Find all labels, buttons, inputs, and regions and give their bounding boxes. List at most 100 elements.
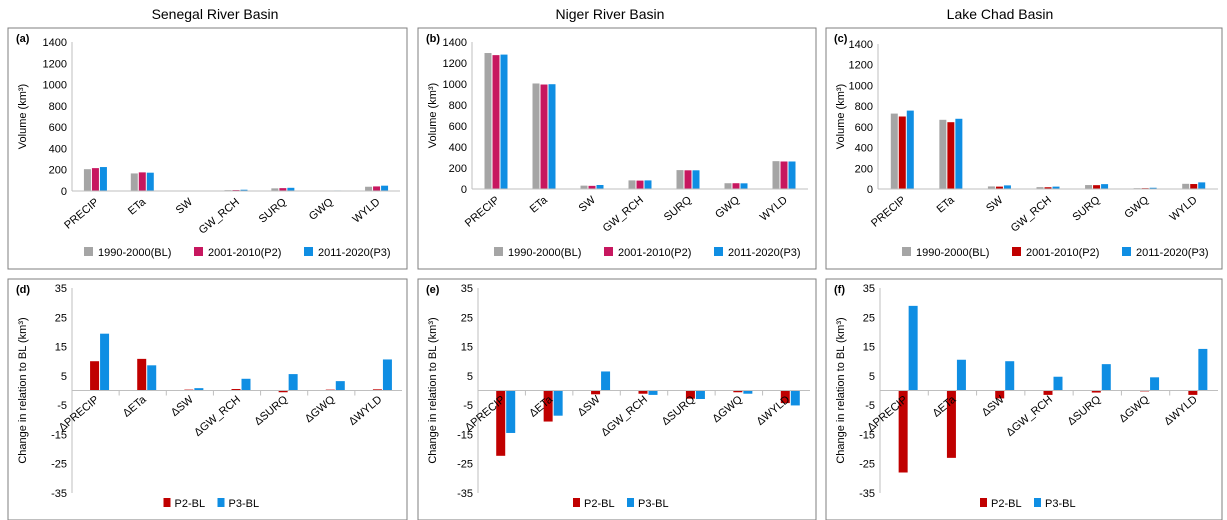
panel-f-ytick-label: -25 (859, 459, 875, 471)
panel-f-ytick-label: -35 (859, 488, 875, 500)
panel-e-bar (695, 390, 705, 399)
panel-e-bar (543, 390, 553, 422)
panel-b-ytick-label: 600 (449, 121, 467, 133)
panel-c-ytick-label: 600 (855, 122, 873, 134)
panel-b-ytick-label: 1000 (443, 79, 467, 91)
panel-f-legend-swatch (1034, 498, 1041, 507)
panel-f-bar (1101, 364, 1111, 391)
panel-c-legend-label: 2011-2020(P3) (1136, 247, 1209, 259)
panel-f-legend-label: P3-BL (1045, 498, 1076, 510)
panel-c-bar (947, 122, 955, 189)
panel-a-ytick-label: 200 (49, 165, 67, 177)
panel-b-bar (628, 180, 636, 189)
panel-f-bar (1188, 390, 1198, 395)
panel-b-bar (636, 180, 644, 189)
panel-d-ylabel: Change in relation to BL (km³) (17, 317, 29, 463)
panel-b-bar (772, 161, 780, 189)
panel-a-bar (373, 186, 381, 191)
panel-d-bar (90, 361, 100, 391)
panel-d-ytick-label: -5 (57, 400, 67, 412)
panel-a-ylabel: Volume (km³) (17, 84, 29, 149)
panel-d-ytick-label: -15 (51, 429, 67, 441)
panel-f-bar (995, 390, 1005, 399)
panel-c-ytick-label: 400 (855, 143, 873, 155)
panel-a-bar (279, 188, 287, 191)
panel-a-legend-label: 2001-2010(P2) (208, 247, 281, 259)
panel-c-bar (995, 186, 1003, 189)
panel-a-ytick-label: 0 (61, 186, 67, 198)
panel-d-ytick-label: -35 (51, 488, 67, 500)
panel-a-bar (381, 185, 389, 191)
panel-a-bar (138, 172, 146, 191)
panel-c-bar (898, 116, 906, 189)
panel-f-ytick-label: 25 (863, 312, 875, 324)
panel-c-bar (1149, 187, 1157, 189)
panel-e-bar (780, 390, 790, 404)
panel-b-bar (780, 161, 788, 189)
panel-b-bar (532, 83, 540, 189)
panel-d-bar (278, 390, 288, 393)
panel-a-bar (91, 168, 99, 191)
panel-f-ytick-label: -15 (859, 429, 875, 441)
panel-b-bar (676, 170, 684, 189)
panel-b-legend-swatch (714, 247, 723, 256)
panel-f-bar (1043, 390, 1053, 395)
panel-c-legend-swatch (1012, 247, 1021, 256)
panel-f-frame (825, 278, 1223, 520)
panel-d-ytick-label: 5 (61, 371, 67, 383)
panel-b-bar (484, 53, 492, 190)
panel-e-ytick-label: 5 (467, 371, 473, 383)
panel-d-bar (100, 333, 110, 391)
panel-c-bar (890, 113, 898, 189)
panel-d-bar (231, 389, 241, 391)
panel-f-label: (f) (834, 284, 845, 296)
panel-a-bar (287, 187, 295, 191)
panel-c-bar (906, 110, 914, 189)
panel-a-bar (365, 186, 373, 191)
panel-d-bar (382, 359, 392, 391)
panel-c-bar (1190, 184, 1198, 189)
panel-c-ytick-label: 200 (855, 163, 873, 175)
panel-a-ytick-label: 1200 (43, 58, 67, 70)
panel-d-ytick-label: 35 (55, 283, 67, 295)
panel-b-bar (724, 183, 732, 189)
panel-f-legend-swatch (980, 498, 987, 507)
basin-title-lake-chad: Lake Chad Basin (946, 6, 1054, 22)
panel-d-bar (288, 374, 298, 391)
panel-d-label: (d) (16, 284, 30, 296)
panel-d-legend-label: P2-BL (175, 498, 206, 510)
panel-d-ytick-label: 25 (55, 312, 67, 324)
panel-b-ytick-label: 200 (449, 163, 467, 175)
panel-e-ytick-label: -35 (457, 488, 473, 500)
panel-b-legend-swatch (604, 247, 613, 256)
panel-b-ytick-label: 1200 (443, 58, 467, 70)
panel-c-bar (1182, 183, 1190, 189)
panel-a-bar (99, 167, 107, 191)
panel-d-bar (241, 378, 251, 391)
panel-d-legend-label: P3-BL (229, 498, 260, 510)
panel-b-frame (417, 27, 817, 270)
panel-b-legend-label: 1990-2000(BL) (508, 247, 581, 259)
panel-e-legend-label: P2-BL (584, 498, 615, 510)
panel-b-legend-label: 2001-2010(P2) (618, 247, 691, 259)
panel-a-ytick-label: 800 (49, 101, 67, 113)
panel-b-ylabel: Volume (km³) (427, 83, 439, 148)
panel-e-ytick-label: -25 (457, 459, 473, 471)
panel-a-frame (7, 27, 408, 270)
panel-c-legend-label: 2001-2010(P2) (1026, 247, 1099, 259)
panel-e-legend-label: P3-BL (638, 498, 669, 510)
panel-e-legend-swatch (627, 498, 634, 507)
panel-e-ytick-label: 25 (461, 312, 473, 324)
panel-f-ytick-label: 35 (863, 283, 875, 295)
panel-a-label: (a) (16, 33, 30, 45)
panel-b-legend-label: 2011-2020(P3) (728, 247, 801, 259)
panel-d-bar (147, 365, 157, 391)
panel-f-bar (1053, 376, 1063, 391)
panel-a-legend-swatch (194, 247, 203, 256)
panel-d-frame (7, 278, 408, 520)
panel-e-bar (506, 390, 516, 433)
panel-e-ytick-label: -5 (463, 400, 473, 412)
panel-c-ylabel: Volume (km³) (835, 84, 847, 149)
panel-b-bar (692, 170, 700, 189)
panel-c-bar (1093, 185, 1101, 189)
